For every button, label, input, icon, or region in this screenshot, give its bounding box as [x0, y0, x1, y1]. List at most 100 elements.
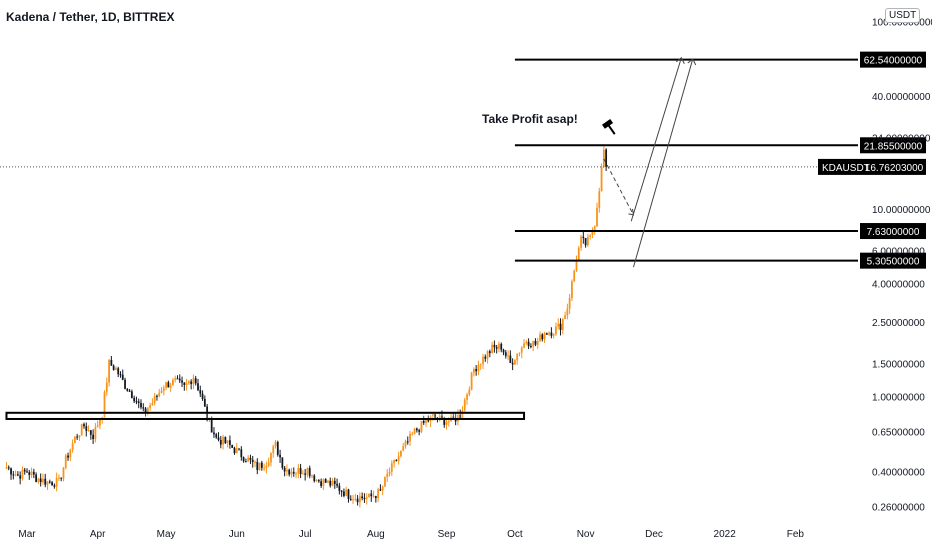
candle-body	[602, 149, 605, 167]
candle-body	[281, 457, 284, 468]
candle-body	[99, 419, 101, 426]
candle-body	[586, 236, 589, 246]
candle-body	[308, 468, 311, 477]
candle-body	[92, 434, 95, 440]
candle-body	[146, 408, 149, 412]
candle-body	[10, 468, 12, 475]
candle-body	[596, 207, 598, 227]
candle-body	[402, 446, 405, 451]
hammer-icon	[602, 118, 616, 135]
candle-body	[135, 401, 138, 403]
candle-body	[222, 436, 224, 445]
candle-body	[584, 237, 587, 246]
currency-button[interactable]: USDT	[885, 8, 921, 23]
candle-body	[523, 343, 525, 348]
candle-body	[254, 461, 256, 463]
candle-body	[283, 467, 286, 472]
candle-body	[76, 436, 79, 438]
x-tick-label: Oct	[507, 529, 523, 540]
candle-body	[320, 481, 323, 486]
candle-body	[121, 374, 124, 380]
candle-body	[199, 390, 202, 394]
candle-body	[217, 437, 220, 440]
candle-body	[71, 443, 74, 450]
candle-body	[73, 436, 76, 444]
x-tick-label: Aug	[367, 529, 385, 540]
candle-body	[534, 340, 537, 345]
candle-body	[368, 493, 370, 498]
candle-body	[62, 467, 65, 479]
level-label: 21.85500000	[864, 141, 923, 152]
y-tick-label: 2.50000000	[872, 318, 925, 329]
candle-body	[486, 351, 489, 359]
candle-body	[591, 231, 594, 236]
candle-body	[144, 408, 147, 412]
candle-body	[172, 379, 174, 386]
candle-body	[504, 352, 507, 356]
candle-body	[575, 260, 578, 271]
candle-body	[194, 378, 197, 384]
candle-body	[582, 236, 585, 238]
candle-body	[85, 426, 88, 431]
candle-body	[263, 467, 266, 469]
candle-body	[270, 453, 272, 463]
candle-body	[201, 393, 204, 399]
candle-body	[37, 478, 40, 482]
candle-body	[286, 469, 288, 472]
y-tick-label: 0.40000000	[872, 467, 925, 478]
candle-body	[600, 166, 603, 192]
candle-body	[142, 407, 145, 409]
candle-body	[397, 456, 400, 461]
candle-body	[573, 270, 576, 282]
projection-line-upper	[630, 57, 682, 222]
candle-body	[566, 308, 569, 316]
candle-body	[160, 391, 163, 393]
candle-body	[564, 315, 566, 319]
y-tick-label: 0.65000000	[872, 428, 925, 439]
candle-body	[256, 461, 259, 470]
candle-body	[324, 479, 327, 483]
candle-body	[83, 424, 85, 427]
candle-body	[516, 353, 519, 361]
candle-body	[64, 455, 67, 468]
candle-body	[103, 392, 106, 418]
candle-body	[94, 427, 97, 440]
x-tick-label: Sep	[438, 529, 456, 540]
candle-body	[128, 390, 131, 392]
candle-body	[550, 332, 553, 336]
candle-body	[290, 471, 293, 475]
candle-body	[420, 420, 423, 432]
candle-body	[384, 477, 386, 487]
candle-body	[532, 340, 535, 347]
y-tick-label: 10.00000000	[872, 205, 931, 216]
candle-body	[413, 428, 416, 434]
candle-body	[203, 398, 206, 407]
candle-body	[343, 491, 345, 496]
y-tick-label: 40.00000000	[872, 92, 931, 103]
candle-body	[529, 345, 532, 347]
y-tick-label: 6.00000000	[872, 247, 925, 258]
candle-body	[525, 341, 528, 344]
level-label-box	[860, 51, 926, 68]
candle-body	[58, 477, 60, 479]
last-price-value: 16.76203000	[865, 163, 924, 174]
candle-body	[404, 441, 407, 447]
candle-body	[445, 421, 448, 425]
candle-body	[210, 417, 213, 433]
candle-body	[26, 471, 28, 473]
candle-body	[265, 465, 268, 468]
level-label-box	[860, 137, 926, 154]
candle-body	[361, 496, 364, 499]
candle-body	[400, 450, 402, 457]
candle-body	[557, 323, 560, 327]
candle-body	[274, 442, 277, 447]
candle-body	[358, 496, 361, 503]
candle-body	[520, 347, 523, 353]
candle-body	[267, 462, 270, 466]
candle-body	[322, 479, 325, 486]
candle-body	[461, 410, 464, 419]
candle-body	[44, 478, 47, 485]
candle-body	[67, 455, 69, 458]
x-tick-label: Feb	[787, 529, 805, 540]
